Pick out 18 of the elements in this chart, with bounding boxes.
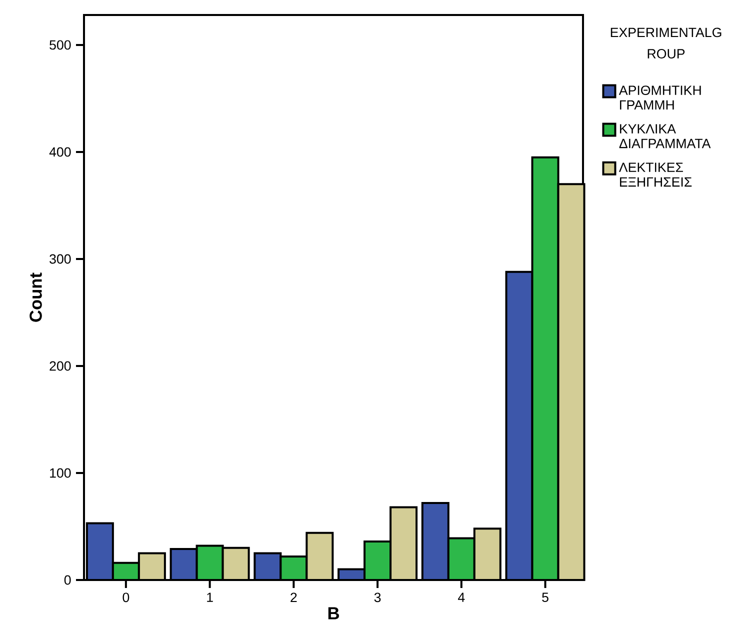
x-tick-label: 0 (122, 592, 130, 602)
y-tick-label: 300 (50, 254, 71, 264)
x-axis-title: B (328, 607, 339, 620)
x-tick-label: 5 (542, 592, 548, 602)
x-tick-label: 3 (374, 592, 381, 602)
legend-label: ΑΡΙΘΜΗΤΙΚΗ ΓΡΑΜΜΗ (618, 86, 701, 110)
x-tick-label: 4 (458, 592, 465, 602)
x-tick-label: 1 (207, 592, 213, 602)
y-tick-label: 500 (50, 40, 71, 50)
y-tick-label: 100 (50, 468, 71, 478)
y-tick-label: 200 (50, 361, 71, 371)
legend-label: ΚΥΚΛΙΚΑ ΔΙΑΓΡΑΜΜΑΤΑ (619, 124, 711, 148)
legend-title: EXPERIMENTALG ROUP (610, 28, 722, 58)
y-axis-title: Count (30, 272, 42, 322)
y-tick-label: 400 (49, 147, 71, 157)
y-tick-label: 0 (64, 575, 71, 585)
x-tick-label: 2 (290, 592, 297, 602)
legend-label: ΛΕΚΤΙΚΕΣ ΕΞΗΓΗΣΕΙΣ (618, 162, 692, 187)
